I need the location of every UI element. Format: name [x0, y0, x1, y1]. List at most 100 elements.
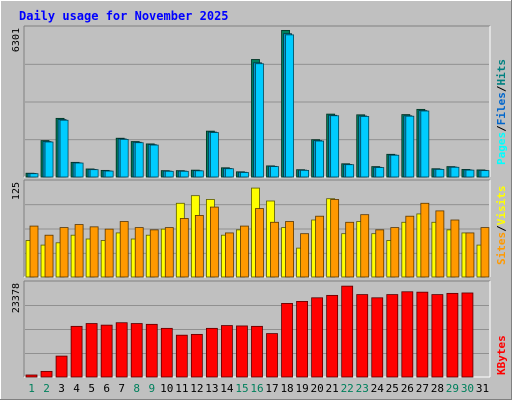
- sites-bar: [360, 214, 370, 278]
- svg-text:Pages/Files/Hits: Pages/Files/Hits: [495, 59, 508, 165]
- day-label: 23: [356, 382, 369, 395]
- legend-kbytes: KBytes: [495, 335, 508, 375]
- pages-bar: [390, 154, 400, 178]
- sites-bar: [345, 221, 355, 278]
- pages-bar: [164, 170, 174, 178]
- sites-bar: [285, 221, 294, 278]
- day-axis-labels: 1 2 3 4 5 6 7 8 9 10 11 12 13 14 15 16 17 18 19 20 21 22 23 24 2…: [28, 382, 489, 395]
- kbytes-bar: [85, 323, 98, 378]
- day-label: 4: [73, 382, 80, 395]
- pages-bar: [59, 119, 69, 178]
- kbytes-bar: [401, 291, 414, 378]
- pages-bar: [285, 34, 294, 178]
- pages-bar: [450, 166, 460, 178]
- day-label: 29: [446, 382, 459, 395]
- kbytes-bar: [115, 322, 128, 378]
- day-label: 14: [220, 382, 234, 395]
- kbytes-bar: [326, 294, 339, 378]
- pages-bar: [360, 116, 370, 178]
- pages-bar: [420, 110, 430, 178]
- pages-bar: [375, 167, 385, 178]
- kbytes-panel: [23, 280, 491, 378]
- pages-bar: [435, 169, 445, 178]
- pages-bar: [225, 168, 234, 178]
- day-label: 19: [295, 382, 308, 395]
- kbytes-bar: [175, 334, 188, 378]
- kbytes-bar: [25, 374, 38, 378]
- sites-bar: [270, 221, 279, 278]
- y-max-label-kbytes: 23378: [11, 283, 22, 313]
- day-label: 27: [416, 382, 429, 395]
- day-label: 7: [118, 382, 125, 395]
- sites-bar: [59, 227, 69, 278]
- kbytes-bar: [100, 324, 113, 378]
- day-label: 3: [58, 382, 65, 395]
- visits-sites-panel: [23, 179, 491, 278]
- day-label: 20: [311, 382, 324, 395]
- sites-bar: [225, 232, 234, 278]
- day-label: 11: [175, 382, 188, 395]
- pages-bar: [44, 141, 54, 178]
- day-label: 5: [88, 382, 95, 395]
- sites-bar: [149, 229, 159, 278]
- day-label: 6: [103, 382, 110, 395]
- kbytes-bar: [160, 327, 173, 378]
- sites-bar: [119, 221, 129, 278]
- pages-bar: [315, 140, 325, 178]
- day-label: 15: [235, 382, 248, 395]
- day-label: 12: [190, 382, 203, 395]
- pages-bar: [179, 170, 189, 178]
- day-label: 8: [133, 382, 140, 395]
- kbytes-bar: [221, 325, 233, 378]
- kbytes-bar: [386, 294, 399, 378]
- legend-separator: /: [495, 125, 508, 132]
- sites-bar: [420, 202, 430, 278]
- legend-hits: Hits: [495, 59, 508, 86]
- sites-bar: [164, 227, 174, 278]
- sites-bar: [390, 227, 400, 278]
- kbytes-bar: [296, 301, 308, 378]
- day-label: 28: [431, 382, 444, 395]
- legend-separator: /: [495, 225, 508, 232]
- day-label: 13: [205, 382, 218, 395]
- kbytes-bar: [416, 291, 429, 378]
- pages-bar: [405, 115, 415, 178]
- kbytes-bar: [446, 292, 459, 378]
- legend-visits: Visits: [495, 186, 508, 226]
- sites-bar: [89, 226, 99, 278]
- kbytes-bar: [266, 333, 278, 378]
- legend-pages: Pages: [495, 132, 508, 165]
- sites-bar: [29, 225, 39, 278]
- day-label: 25: [386, 382, 399, 395]
- pages-bar: [270, 166, 279, 178]
- day-label: 18: [280, 382, 293, 395]
- sites-bar: [405, 215, 415, 278]
- sites-bar: [240, 225, 249, 278]
- kbytes-bar: [356, 294, 369, 378]
- pages-bar: [74, 162, 84, 178]
- sites-bar: [480, 227, 490, 278]
- pages-bar: [480, 170, 490, 178]
- sites-bar: [300, 233, 309, 278]
- legend-kbytes-text: KBytes: [495, 335, 508, 375]
- y-max-label-visits: 125: [11, 182, 22, 200]
- legend-visits-sites: Sites/Visits: [495, 186, 508, 266]
- kbytes-bar: [145, 323, 158, 378]
- kbytes-bar: [371, 297, 384, 378]
- sites-bar: [450, 219, 460, 278]
- kbytes-bar: [431, 294, 444, 378]
- kbytes-bar: [205, 327, 218, 378]
- day-label: 16: [250, 382, 263, 395]
- day-label: 24: [371, 382, 385, 395]
- pages-bar: [300, 169, 309, 178]
- kbytes-bar: [236, 325, 248, 378]
- sites-bar: [375, 229, 385, 278]
- sites-bar: [209, 206, 219, 278]
- day-label: 21: [326, 382, 339, 395]
- day-label: 1: [28, 382, 35, 395]
- pages-bar: [255, 63, 264, 178]
- chart-title: Daily usage for November 2025: [19, 9, 229, 23]
- pages-bar: [104, 170, 114, 178]
- kbytes-bar: [251, 325, 263, 378]
